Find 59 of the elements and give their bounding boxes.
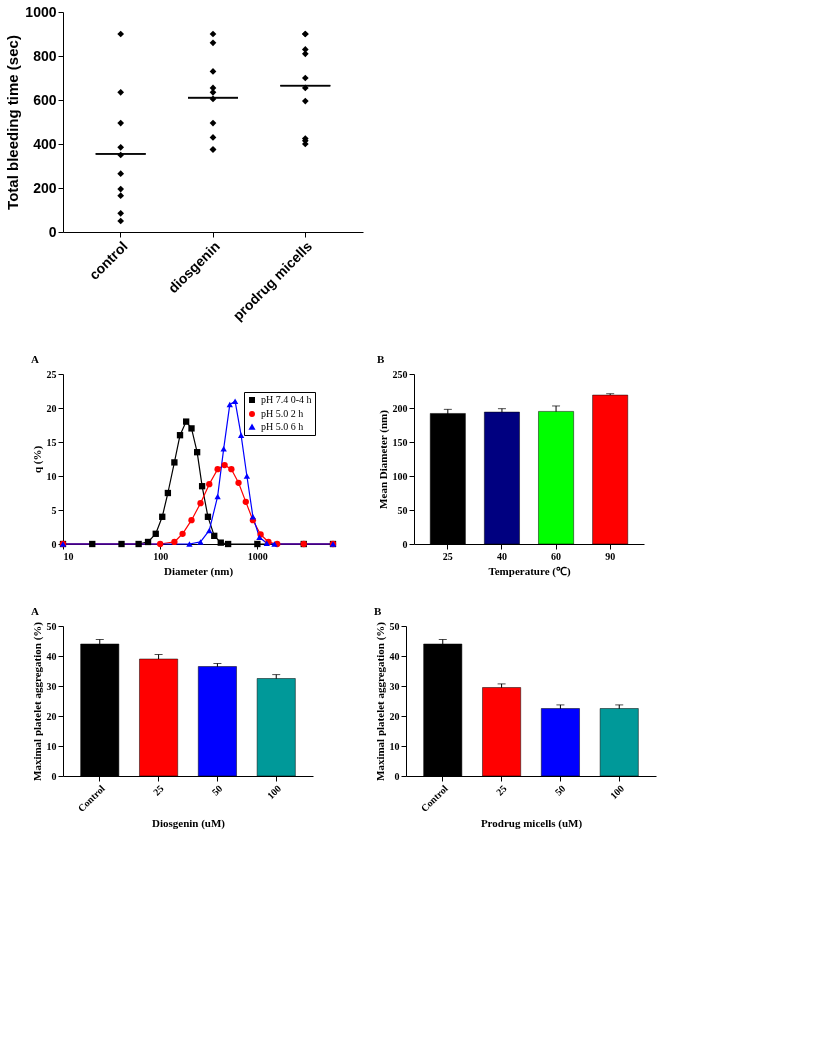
y-tick-label: 250 <box>392 368 408 380</box>
y-tick-label: 50 <box>397 504 408 516</box>
y-tick-label: 200 <box>392 402 408 414</box>
x-tick-label: 25 <box>442 550 453 562</box>
y-tick-label: 0 <box>51 770 57 782</box>
chart-title: B <box>374 605 382 617</box>
y-tick-label: 20 <box>46 710 57 722</box>
y-tick-label: 25 <box>46 368 57 380</box>
y-tick-label: 0 <box>402 538 408 550</box>
legend-label: pH 5.0 2 h <box>261 408 304 419</box>
y-axis-title: Mean Diameter (nm) <box>376 409 390 509</box>
y-tick-label: 800 <box>33 47 57 64</box>
legend-label: pH 7.4 0-4 h <box>261 394 312 405</box>
y-tick-label: 400 <box>33 135 57 152</box>
y-tick-label: 50 <box>46 620 57 632</box>
y-tick-label: 0 <box>51 538 57 550</box>
chart-title: A <box>31 605 39 617</box>
y-tick-label: 0 <box>48 223 57 240</box>
x-tick-label: 100 <box>153 550 169 562</box>
chart-title: B <box>377 353 385 365</box>
x-tick-label: 100 <box>607 782 627 802</box>
x-axis-title: Diosgenin (uM) <box>151 817 226 831</box>
y-tick-label: 15 <box>46 436 57 448</box>
y-tick-label: 40 <box>389 650 400 662</box>
x-tick-label: 40 <box>496 550 507 562</box>
x-axis-title: Prodrug micells (uM) <box>480 817 583 831</box>
x-tick-label: 60 <box>551 550 562 562</box>
y-tick-label: 30 <box>46 680 57 692</box>
y-axis-title: Total bleeding time (sec) <box>4 35 22 210</box>
y-axis-title: Maximal platelet aggregation (%) <box>30 621 44 781</box>
y-tick-label: 20 <box>46 402 57 414</box>
y-tick-label: 100 <box>392 470 408 482</box>
x-tick-label: 10 <box>63 550 74 562</box>
x-tick-label: 25 <box>150 782 166 798</box>
y-tick-label: 20 <box>389 710 400 722</box>
y-tick-label: 50 <box>389 620 400 632</box>
y-tick-label: 150 <box>392 436 408 448</box>
x-axis-title: Temperature (℃) <box>488 564 571 578</box>
x-tick-label: 90 <box>605 550 616 562</box>
x-tick-label: 100 <box>264 782 284 802</box>
y-tick-label: 200 <box>33 179 57 196</box>
x-tick-label: 50 <box>209 782 225 798</box>
y-tick-label: 1000 <box>25 3 57 20</box>
y-tick-label: 40 <box>46 650 57 662</box>
y-tick-label: 10 <box>389 740 400 752</box>
y-tick-label: 10 <box>46 470 57 482</box>
y-axis-title: q (%) <box>30 445 44 474</box>
y-tick-label: 10 <box>46 740 57 752</box>
y-axis-title: Maximal platelet aggregation (%) <box>373 621 387 781</box>
y-tick-label: 0 <box>394 770 400 782</box>
y-tick-label: 30 <box>389 680 400 692</box>
legend-label: pH 5.0 6 h <box>261 421 304 432</box>
chart-title: A <box>31 353 39 365</box>
x-tick-label: 50 <box>552 782 568 798</box>
x-axis-title: Diameter (nm) <box>163 564 234 578</box>
x-tick-label: 1000 <box>247 550 268 562</box>
y-tick-label: 5 <box>51 504 57 516</box>
x-tick-label: 25 <box>493 782 509 798</box>
y-tick-label: 600 <box>33 91 57 108</box>
